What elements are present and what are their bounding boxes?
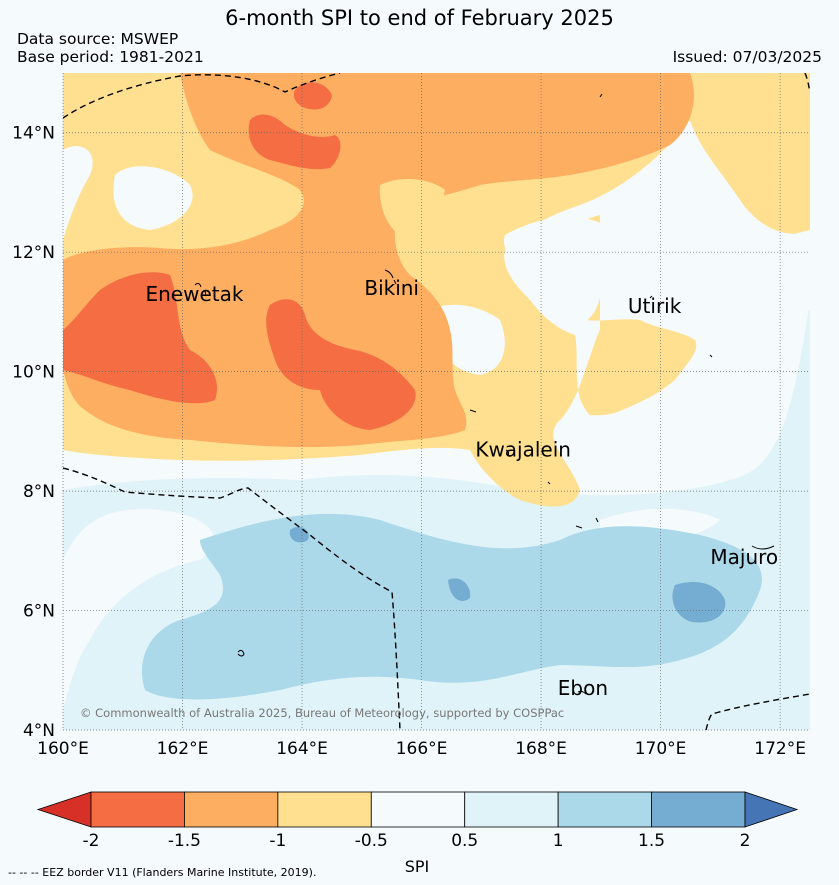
- place-label-ebon: Ebon: [558, 676, 608, 700]
- field-wet-dark: [672, 581, 726, 623]
- colorbar-segment: [184, 791, 279, 828]
- atoll-outlines: [194, 93, 775, 695]
- eez-borders: [63, 73, 810, 730]
- eez-border-north: [63, 73, 341, 119]
- eez-border-west: [63, 467, 401, 730]
- y-tick-label: 6°N: [23, 602, 55, 622]
- x-tick-label: 170°E: [635, 739, 687, 759]
- atoll-enewetak: [194, 282, 207, 297]
- colorbar-segment: [370, 791, 466, 828]
- colorbar-extend-low: [36, 791, 92, 828]
- y-tick-label: 4°N: [23, 721, 55, 741]
- field-wet-dark-2: [448, 578, 471, 601]
- eez-border-northeast: [804, 73, 810, 93]
- atoll-utirik: [599, 93, 713, 358]
- x-tick-label: 164°E: [276, 739, 328, 759]
- colorbar-tick-label: 1.5: [638, 831, 665, 851]
- x-tick-labels: 160°E 162°E 164°E 166°E 168°E 170°E 172°E: [37, 739, 806, 759]
- atoll-majuro: [575, 517, 775, 550]
- spi-field: [63, 73, 810, 730]
- place-label-majuro: Majuro: [710, 545, 778, 569]
- field-dry-strong-north: [248, 114, 341, 170]
- field-dry-light-wedge: [379, 178, 445, 240]
- x-tick-label: 168°E: [515, 739, 567, 759]
- place-labels: Enewetak Bikini Utirik Kwajalein Majuro Ebon: [145, 276, 778, 700]
- colorbar-tick-label: -0.5: [355, 831, 388, 851]
- x-tick-label: 172°E: [754, 739, 806, 759]
- colorbar-segment: [464, 791, 559, 828]
- eez-border-southeast: [705, 693, 810, 730]
- atoll-kwajalein: [469, 409, 551, 485]
- colorbar-segment: [557, 791, 652, 828]
- copyright-text: © Commonwealth of Australia 2025, Bureau…: [80, 706, 564, 720]
- y-tick-label: 14°N: [12, 124, 55, 144]
- place-label-enewetak: Enewetak: [145, 282, 243, 306]
- map-title: 6-month SPI to end of February 2025: [225, 6, 614, 30]
- colorbar-segment: [651, 791, 746, 828]
- spi-colorbar: -2 -1.5 -1 -0.5 0.5 1 1.5 2: [36, 791, 799, 851]
- colorbar-extend-high: [744, 791, 799, 828]
- field-dry-medium: [63, 73, 694, 448]
- colorbar-segment: [90, 791, 185, 828]
- issued-label: Issued: 07/03/2025: [672, 48, 822, 66]
- y-tick-labels: 4°N 6°N 8°N 10°N 12°N 14°N: [12, 124, 55, 741]
- field-normal-gap-4: [593, 230, 810, 441]
- place-label-kwajalein: Kwajalein: [475, 437, 571, 461]
- field-dry-strong-north-2: [293, 82, 332, 110]
- x-tick-label: 160°E: [37, 739, 89, 759]
- colorbar-tick-label: -1: [269, 831, 286, 851]
- field-dry-strong-bikini: [266, 299, 416, 430]
- field-normal-gap-2: [113, 166, 193, 230]
- colorbar-tick-label: 0.5: [451, 831, 478, 851]
- base-period-label: Base period: 1981-2021: [17, 48, 204, 66]
- x-tick-label: 162°E: [157, 739, 209, 759]
- y-tick-label: 12°N: [12, 243, 55, 263]
- place-label-bikini: Bikini: [364, 276, 419, 300]
- colorbar-tick-label: 1: [553, 831, 564, 851]
- colorbar-tick-label: 2: [740, 831, 751, 851]
- y-tick-label: 8°N: [23, 482, 55, 502]
- place-label-utirik: Utirik: [628, 294, 682, 318]
- atoll-ebon: [237, 649, 587, 695]
- y-tick-label: 10°N: [12, 363, 55, 383]
- eez-footnote: -- -- -- EEZ border V11 (Flanders Marine…: [8, 866, 317, 879]
- field-normal-pocket: [63, 509, 215, 710]
- data-source-label: Data source: MSWEP: [17, 30, 179, 48]
- atoll-bikini: [384, 269, 397, 285]
- field-wet-medium: [141, 513, 762, 700]
- colorbar-label: SPI: [405, 857, 430, 876]
- colorbar-tick-label: -2: [83, 831, 100, 851]
- colorbar-tick-label: -1.5: [168, 831, 201, 851]
- x-tick-label: 166°E: [396, 739, 448, 759]
- field-normal-gap-3: [504, 217, 605, 325]
- field-normal-gap-1: [63, 146, 93, 240]
- colorbar-segment: [277, 791, 372, 828]
- field-dry-strong-enewetak: [63, 272, 218, 404]
